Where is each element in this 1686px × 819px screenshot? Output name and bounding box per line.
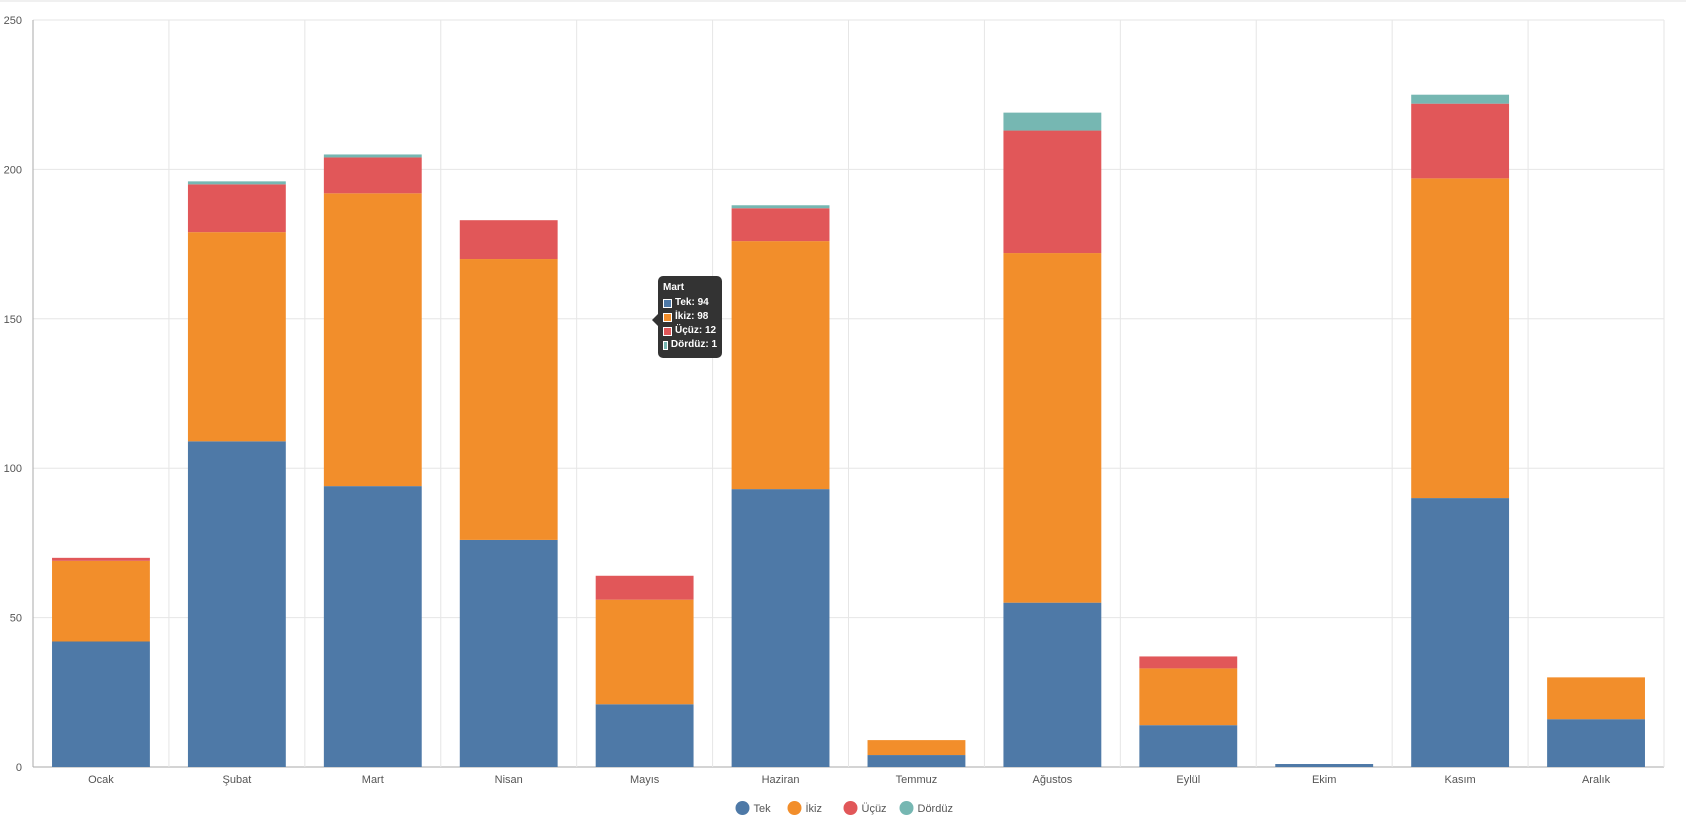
- y-tick-label: 200: [4, 164, 22, 176]
- bar-agustos-ikiz[interactable]: [1003, 253, 1102, 603]
- tooltip-swatch-dorduz: [663, 340, 668, 350]
- grid-layer: [0, 0, 1686, 768]
- bar-subat-ucuz[interactable]: [187, 184, 286, 233]
- bar-haziran-ikiz[interactable]: [731, 241, 830, 490]
- bar-temmuz-tek[interactable]: [867, 755, 966, 767]
- bar-temmuz-ikiz[interactable]: [867, 740, 966, 756]
- legend-label-dorduz: Dördüz: [918, 803, 953, 815]
- bar-nisan-tek[interactable]: [459, 539, 558, 767]
- tooltip-label-dorduz: Dördüz: 1: [670, 339, 717, 350]
- bar-ocak-ucuz[interactable]: [52, 557, 150, 561]
- tooltip-row-ucuz: Üçüz: 12: [663, 324, 717, 338]
- x-tick-label-ocak: Ocak: [88, 774, 114, 786]
- bars-layer: [52, 94, 1645, 767]
- tooltip-row-ikiz: İkiz: 98: [663, 310, 717, 324]
- y-tick-label: 100: [4, 463, 22, 475]
- bar-agustos-tek[interactable]: [1003, 602, 1102, 767]
- x-tick-label-aralik: Aralık: [1582, 774, 1611, 786]
- bar-subat-tek[interactable]: [187, 441, 286, 767]
- legend-swatch-ucuz: [843, 801, 858, 815]
- bar-haziran-ucuz[interactable]: [731, 208, 830, 242]
- legend-item-ucuz[interactable]: Üçüz: [843, 801, 887, 815]
- bar-agustos-ucuz[interactable]: [1003, 130, 1102, 254]
- bar-mart-ikiz[interactable]: [323, 193, 422, 487]
- tooltip-swatch-tek: [663, 298, 672, 308]
- tooltip-label-ucuz: Üçüz: 12: [675, 325, 717, 336]
- legend-label-ikiz: İkiz: [806, 802, 823, 815]
- tooltip-row-dorduz: Dördüz: 1: [663, 338, 717, 352]
- bar-mart-ucuz[interactable]: [323, 157, 422, 194]
- bar-subat-ikiz[interactable]: [187, 232, 286, 442]
- x-tick-label-mart: Mart: [362, 774, 384, 786]
- y-tick-label: 150: [4, 314, 22, 326]
- legend-swatch-ikiz: [787, 801, 802, 815]
- tooltip-title: Mart: [663, 282, 685, 293]
- bar-eylul-tek[interactable]: [1139, 725, 1238, 767]
- bar-mayis-tek[interactable]: [595, 704, 694, 767]
- axis-layer: 0 50 100 150 200 250 Ocak Şubat Mart Nisan Mayıs Ha…: [4, 15, 1611, 786]
- y-tick-label: 250: [4, 15, 22, 27]
- x-tick-label-subat: Şubat: [223, 774, 252, 786]
- bar-ocak-ikiz[interactable]: [52, 560, 150, 642]
- legend-swatch-tek: [735, 801, 750, 815]
- x-tick-label-kasim: Kasım: [1445, 774, 1476, 786]
- tooltip-label-ikiz: İkiz: 98: [675, 311, 709, 322]
- bar-mart-tek[interactable]: [323, 486, 422, 767]
- tooltip-label-tek: Tek: 94: [675, 297, 709, 308]
- bar-eylul-ucuz[interactable]: [1139, 656, 1238, 669]
- bar-ekim-tek[interactable]: [1275, 764, 1374, 767]
- legend[interactable]: Tek İkiz Üçüz Dördüz: [735, 801, 953, 815]
- bar-kasim-ucuz[interactable]: [1411, 103, 1510, 179]
- bar-aralik-ikiz[interactable]: [1547, 677, 1645, 720]
- bar-haziran-tek[interactable]: [731, 489, 830, 767]
- bar-nisan-ucuz[interactable]: [459, 220, 558, 260]
- bar-subat-dorduz[interactable]: [187, 181, 286, 185]
- x-tick-label-nisan: Nisan: [495, 774, 523, 786]
- tooltip-swatch-ikiz: [663, 312, 672, 322]
- y-tick-label: 0: [16, 762, 22, 774]
- x-tick-label-haziran: Haziran: [762, 774, 800, 786]
- bar-kasim-ikiz[interactable]: [1411, 178, 1510, 499]
- x-tick-label-ekim: Ekim: [1312, 774, 1336, 786]
- legend-swatch-dorduz: [899, 801, 914, 815]
- x-tick-label-temmuz: Temmuz: [896, 774, 938, 786]
- bar-eylul-ikiz[interactable]: [1139, 668, 1238, 726]
- x-tick-label-eylul: Eylül: [1176, 774, 1200, 786]
- chart-tooltip: Mart Tek: 94 İkiz: 98 Üçüz: 12 Dördüz: 1: [652, 276, 722, 358]
- bar-agustos-dorduz[interactable]: [1003, 112, 1102, 131]
- bar-mayis-ucuz[interactable]: [595, 575, 694, 600]
- x-tick-label-mayis: Mayıs: [630, 774, 660, 786]
- bar-kasim-dorduz[interactable]: [1411, 94, 1510, 104]
- legend-item-dorduz[interactable]: Dördüz: [899, 801, 953, 815]
- tooltip-row-tek: Tek: 94: [663, 296, 717, 310]
- bar-haziran-dorduz[interactable]: [731, 205, 830, 209]
- bar-ocak-tek[interactable]: [52, 641, 150, 767]
- legend-label-ucuz: Üçüz: [862, 803, 887, 815]
- bar-nisan-ikiz[interactable]: [459, 259, 558, 540]
- legend-item-ikiz[interactable]: İkiz: [787, 801, 823, 815]
- bar-mart-dorduz[interactable]: [323, 154, 422, 158]
- y-tick-label: 50: [10, 613, 22, 625]
- bar-kasim-tek[interactable]: [1411, 498, 1510, 767]
- legend-item-tek[interactable]: Tek: [735, 801, 772, 815]
- tooltip-swatch-ucuz: [663, 326, 672, 336]
- bar-aralik-tek[interactable]: [1547, 719, 1645, 767]
- legend-label-tek: Tek: [754, 803, 772, 815]
- bar-mayis-ikiz[interactable]: [595, 599, 694, 705]
- x-tick-label-agustos: Ağustos: [1033, 774, 1073, 786]
